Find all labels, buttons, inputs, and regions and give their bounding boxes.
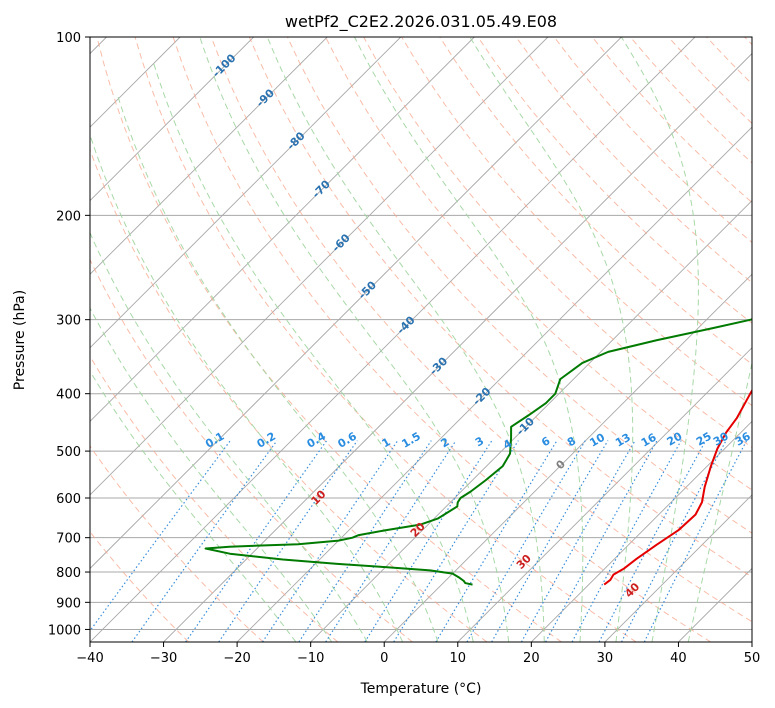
y-tick-label: 100 bbox=[56, 31, 81, 46]
moist-adiabat-line bbox=[266, 37, 545, 642]
mixing-ratio-line bbox=[298, 440, 432, 642]
isotherm-line bbox=[163, 52, 752, 642]
mixing-ratio-line bbox=[364, 440, 493, 642]
mixing-ratio-line bbox=[185, 440, 328, 642]
moist-adiabat-line bbox=[152, 61, 474, 642]
background-grid bbox=[90, 37, 752, 642]
moist-adiabat-line bbox=[354, 37, 584, 642]
mixing-ratio-line bbox=[131, 440, 278, 642]
y-tick-label: 200 bbox=[56, 209, 81, 224]
isotherm-line bbox=[457, 347, 752, 642]
series-layer bbox=[204, 318, 752, 586]
mixing-ratio-line bbox=[325, 440, 457, 642]
dry-adiabat-line bbox=[172, 37, 712, 642]
dry-adiabat-line bbox=[90, 445, 264, 642]
isotherm-line bbox=[90, 37, 328, 275]
dry-adiabat-line bbox=[286, 37, 752, 534]
x-tick-label: 0 bbox=[380, 651, 388, 666]
mixing-ratio-label: 36 bbox=[733, 429, 753, 448]
dry-adiabat-line bbox=[90, 355, 339, 642]
moist-adiabat-line bbox=[687, 360, 752, 642]
mixing-ratio-line bbox=[466, 440, 586, 642]
x-tick-label: 20 bbox=[523, 651, 540, 666]
mixing-ratio-line bbox=[435, 440, 558, 642]
mixing-ratio-line bbox=[393, 440, 519, 642]
x-tick-label: −40 bbox=[76, 651, 103, 666]
y-tick-label: 500 bbox=[56, 445, 81, 460]
x-axis-title: Temperature (°C) bbox=[360, 681, 482, 697]
axes: −40 −30 −20 −10 0 10 20 30 40 50 100 200 300 400 500 60… bbox=[48, 31, 760, 666]
isotherm-line bbox=[604, 494, 752, 642]
mixing-ratio-line bbox=[571, 440, 682, 642]
isotherm-line bbox=[90, 37, 475, 422]
isotherm-line bbox=[90, 37, 549, 496]
y-tick-label: 400 bbox=[56, 388, 81, 403]
moist-adiabat-line bbox=[116, 94, 439, 642]
mixing-ratio-line bbox=[545, 440, 658, 642]
moist-adiabat-line bbox=[90, 231, 368, 642]
plot-frame bbox=[89, 36, 753, 643]
x-tick-label: 50 bbox=[744, 651, 761, 666]
x-tick-label: 40 bbox=[670, 651, 687, 666]
y-tick-label: 300 bbox=[56, 314, 81, 329]
dry-adiabat-line bbox=[210, 37, 752, 623]
dry-adiabat-line bbox=[90, 258, 413, 642]
temperature-profile-line bbox=[603, 388, 752, 586]
moist-adiabat-line bbox=[199, 37, 510, 642]
mixing-ratio-line bbox=[262, 440, 399, 642]
y-tick-label: 600 bbox=[56, 492, 81, 507]
isotherm-line bbox=[90, 37, 622, 570]
mixing-ratio-line bbox=[520, 440, 636, 642]
dry-adiabat-line bbox=[325, 37, 752, 491]
y-axis-title: Pressure (hPa) bbox=[12, 290, 28, 390]
moist-adiabat-line bbox=[620, 37, 699, 642]
isotherm-line bbox=[90, 37, 254, 202]
isotherm-line bbox=[383, 273, 752, 642]
y-tick-label: 800 bbox=[56, 566, 81, 581]
dry-adiabat-line bbox=[96, 37, 562, 642]
x-tick-label: −20 bbox=[223, 651, 250, 666]
x-tick-label: −30 bbox=[150, 651, 177, 666]
y-tick-label: 900 bbox=[56, 596, 81, 611]
moist-adiabat-line bbox=[90, 307, 333, 642]
dewpoint-profile-line bbox=[204, 318, 752, 586]
dry-adiabat-line bbox=[134, 37, 637, 642]
moist-adiabat-line bbox=[90, 133, 404, 642]
moist-adiabat-line bbox=[90, 370, 297, 642]
x-tick-label: 30 bbox=[597, 651, 614, 666]
y-tick-label: 1000 bbox=[48, 623, 81, 638]
dry-adiabat-line bbox=[248, 37, 752, 578]
isotherm-line bbox=[531, 420, 752, 642]
mixing-ratio-line bbox=[90, 440, 231, 632]
isotherm-line bbox=[90, 37, 402, 349]
chart-title: wetPf2_C2E2.2026.031.05.49.E08 bbox=[285, 12, 557, 32]
y-tick-label: 700 bbox=[56, 532, 81, 547]
mixing-ratio-line bbox=[218, 440, 358, 642]
x-tick-label: −10 bbox=[297, 651, 324, 666]
x-tick-label: 10 bbox=[450, 651, 467, 666]
isotherm-line bbox=[90, 37, 696, 642]
mixing-ratio-line bbox=[643, 440, 748, 642]
